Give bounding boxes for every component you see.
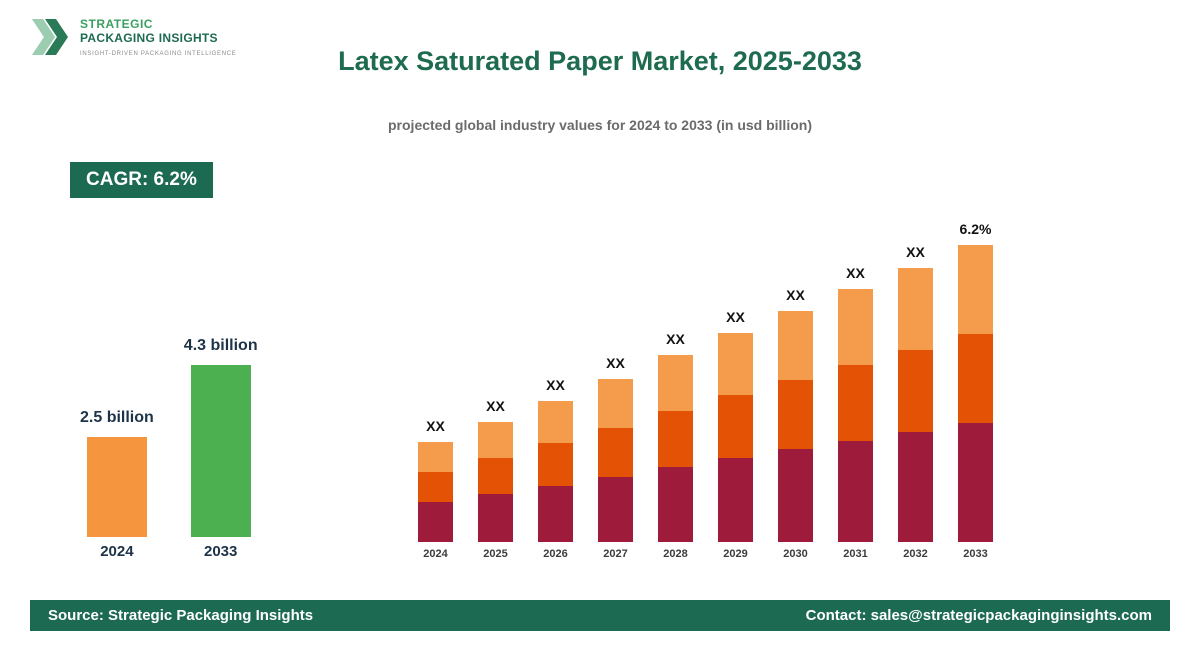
segment-middle (778, 380, 813, 449)
stacked-bar (838, 289, 873, 542)
x-axis-label: 2026 (543, 548, 568, 560)
segment-bottom (418, 502, 453, 542)
segment-middle (958, 334, 993, 423)
stacked-bar (658, 355, 693, 542)
x-axis-label: 2030 (783, 548, 808, 560)
page-title: Latex Saturated Paper Market, 2025-2033 (338, 46, 862, 76)
mini-bar-group-2033: 4.3 billion 2033 (184, 337, 258, 560)
segment-middle (598, 428, 633, 477)
footer-contact: Contact: sales@strategicpackaginginsight… (805, 607, 1152, 624)
segment-bottom (778, 449, 813, 542)
stacked-bar (718, 333, 753, 542)
stacked-bar-group: 6.2% 2033 (958, 221, 993, 560)
bar-value-label: XX (606, 355, 625, 371)
logo-text: STRATEGIC PACKAGING INSIGHTS INSIGHT-DRI… (80, 14, 236, 57)
segment-middle (838, 365, 873, 441)
mini-bar-value-label: 2.5 billion (80, 409, 154, 426)
segment-bottom (538, 486, 573, 542)
growth-summary-chart: 2.5 billion 2024 4.3 billion 2033 (80, 337, 258, 560)
logo-tagline: INSIGHT-DRIVEN PACKAGING INTELLIGENCE (80, 50, 237, 57)
stacked-bar-group: XX 2030 (778, 287, 813, 560)
stacked-bar-group: XX 2029 (718, 309, 753, 560)
page-subtitle: projected global industry values for 202… (388, 117, 812, 133)
segment-bottom (658, 467, 693, 542)
x-axis-label: 2028 (663, 548, 688, 560)
stacked-bar (598, 379, 633, 542)
segment-top (898, 268, 933, 350)
segment-top (478, 422, 513, 458)
stacked-bar (478, 422, 513, 542)
segment-top (958, 245, 993, 334)
footer-bar: Source: Strategic Packaging Insights Con… (30, 600, 1170, 631)
bar-value-label: XX (726, 309, 745, 325)
footer-source: Source: Strategic Packaging Insights (48, 607, 314, 624)
bar-value-label: 6.2% (959, 221, 992, 237)
segment-top (538, 401, 573, 443)
stacked-bar-group: XX 2026 (538, 377, 573, 560)
segment-top (838, 289, 873, 365)
mini-bar-value-label: 4.3 billion (183, 337, 258, 354)
segment-middle (898, 350, 933, 432)
double-chevron-right-icon (32, 19, 68, 55)
projection-chart-bars: XX 2024 XX 2025 XX 2026 XX 2027 XX 2028 XX 2029 XX 20… (418, 221, 993, 560)
segment-middle (658, 411, 693, 467)
segment-bottom (718, 458, 753, 542)
segment-top (598, 379, 633, 428)
segment-top (718, 333, 753, 395)
segment-bottom (478, 494, 513, 542)
mini-bar-2024 (86, 437, 147, 537)
stacked-bar-group: XX 2027 (598, 355, 633, 560)
logo: STRATEGIC PACKAGING INSIGHTS INSIGHT-DRI… (32, 14, 236, 60)
x-axis-label: 2032 (903, 548, 928, 560)
mini-bar-group-2024: 2.5 billion 2024 (80, 409, 154, 560)
stacked-bar-group: XX 2024 (418, 418, 453, 560)
bar-value-label: XX (906, 244, 925, 260)
segment-bottom (838, 441, 873, 542)
x-axis-label: 2033 (963, 548, 988, 560)
bar-value-label: XX (786, 287, 805, 303)
bar-value-label: XX (546, 377, 565, 393)
segment-middle (718, 395, 753, 458)
stacked-bar (898, 268, 933, 542)
logo-line2: PACKAGING INSIGHTS (80, 30, 218, 45)
mini-bar-year-label: 2024 (100, 543, 134, 560)
segment-top (778, 311, 813, 380)
bar-value-label: XX (486, 398, 505, 414)
bar-value-label: XX (846, 265, 865, 281)
x-axis-label: 2027 (603, 548, 628, 560)
logo-line1: STRATEGIC (80, 17, 153, 31)
segment-bottom (598, 477, 633, 542)
stacked-bar-group: XX 2025 (478, 398, 513, 560)
x-axis-label: 2029 (723, 548, 748, 560)
x-axis-label: 2024 (423, 548, 448, 560)
mini-bar-2033 (190, 365, 251, 537)
stacked-bar (958, 245, 993, 542)
mini-bar-year-label: 2033 (204, 543, 238, 560)
segment-top (658, 355, 693, 411)
bar-value-label: XX (666, 331, 685, 347)
segment-middle (538, 443, 573, 486)
segment-bottom (958, 423, 993, 542)
stacked-bar (538, 401, 573, 542)
segment-middle (418, 472, 453, 502)
stacked-bar-group: XX 2031 (838, 265, 873, 560)
segment-bottom (898, 432, 933, 542)
cagr-badge: CAGR: 6.2% (70, 162, 213, 198)
stacked-bar (418, 442, 453, 542)
segment-middle (478, 458, 513, 494)
x-axis-label: 2025 (483, 548, 508, 560)
x-axis-label: 2031 (843, 548, 868, 560)
stacked-bar (778, 311, 813, 542)
bar-value-label: XX (426, 418, 445, 434)
stacked-bar-group: XX 2032 (898, 244, 933, 560)
segment-top (418, 442, 453, 472)
stacked-bar-group: XX 2028 (658, 331, 693, 560)
